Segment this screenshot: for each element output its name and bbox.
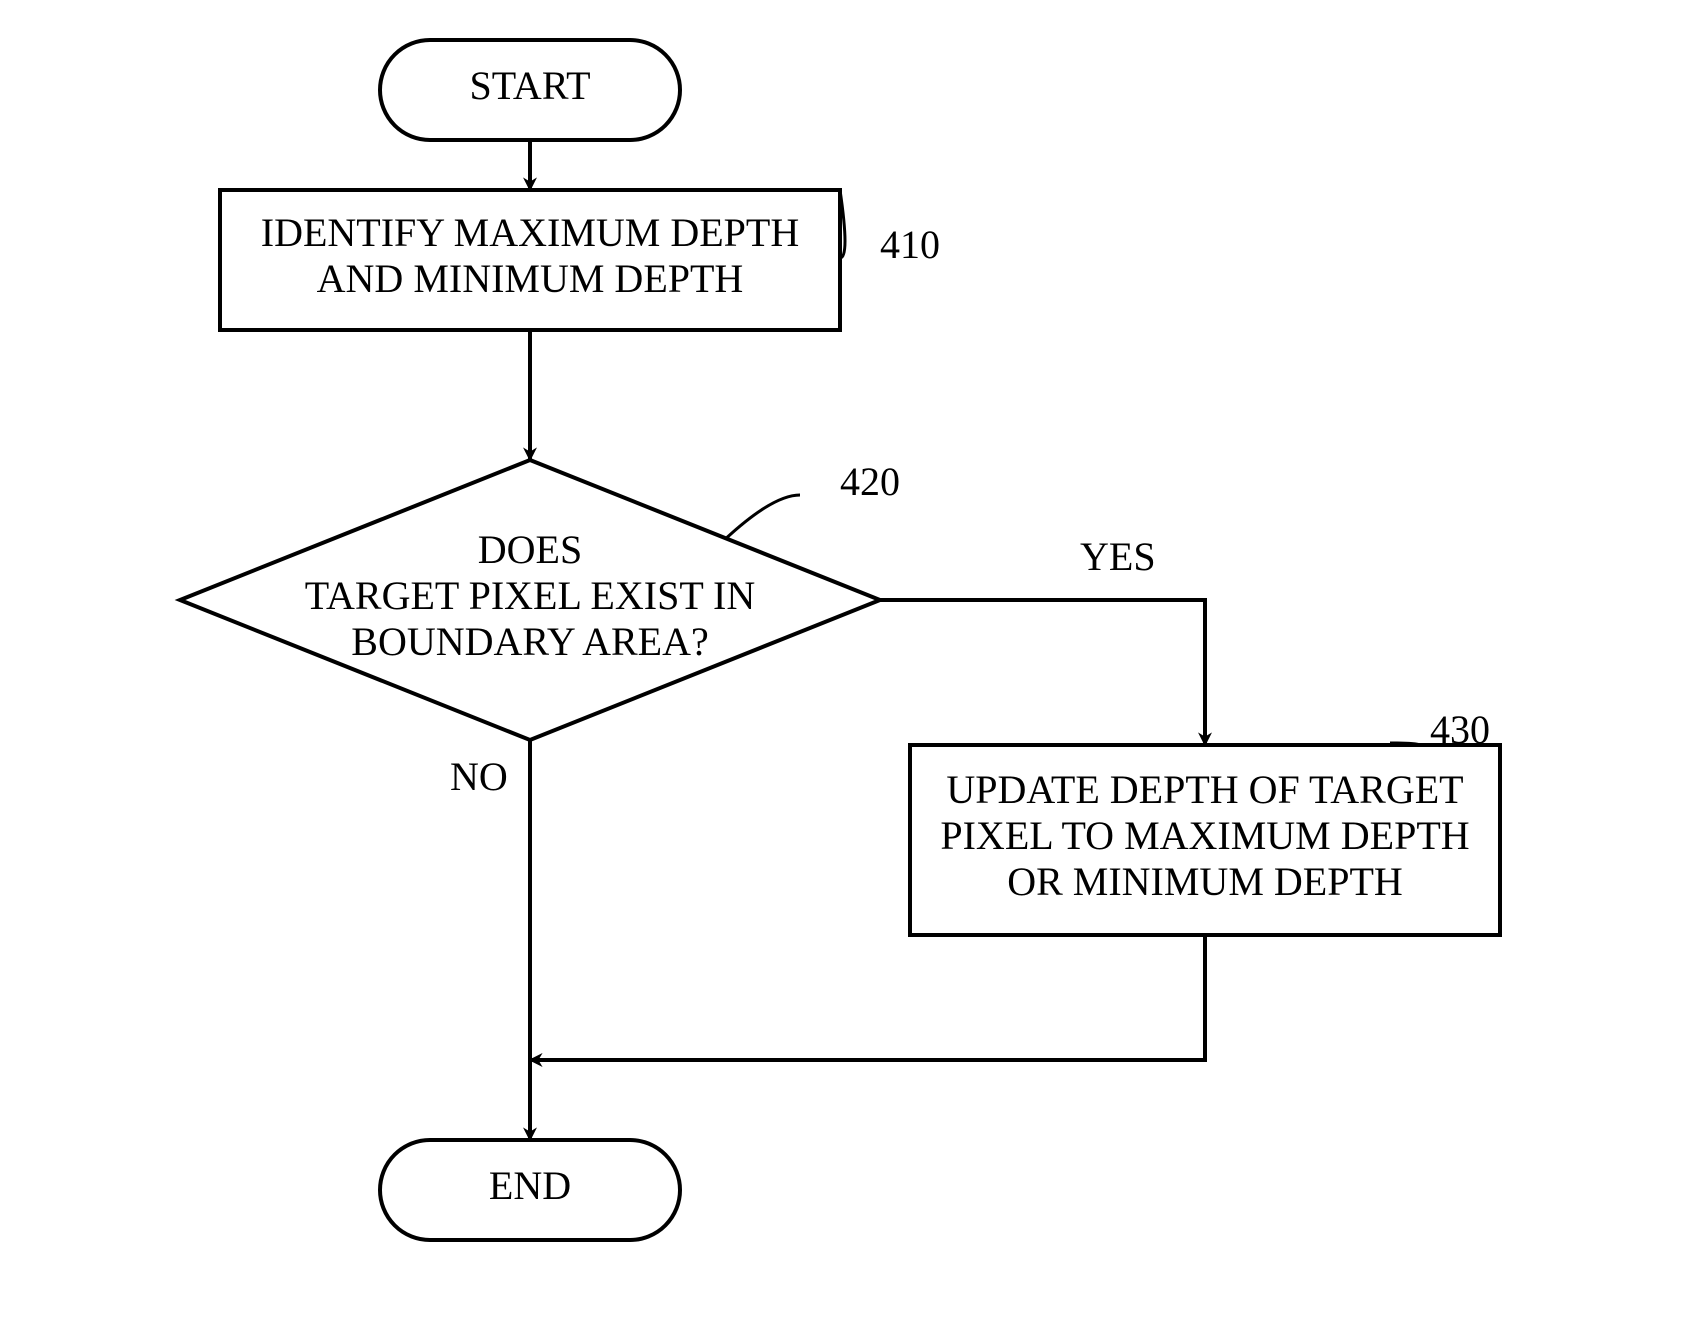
edge-label-decision-update: YES [1080, 534, 1156, 579]
node-ref-update: 430 [1430, 707, 1490, 752]
node-label-start-line0: START [469, 63, 590, 108]
edge-update-merge [530, 935, 1205, 1060]
node-label-identify-line0: IDENTIFY MAXIMUM DEPTH [261, 210, 800, 255]
node-label-end-line0: END [489, 1163, 571, 1208]
node-label-decision-line2: BOUNDARY AREA? [351, 619, 708, 664]
node-label-decision-line0: DOES [478, 527, 582, 572]
flowchart-canvas: NO YES START IDENTIFY MAXIMUM DEPTHAND MINI… [0, 0, 1707, 1318]
node-label-update-line2: OR MINIMUM DEPTH [1007, 859, 1403, 904]
node-label-decision-line1: TARGET PIXEL EXIST IN [305, 573, 755, 618]
edge-decision-update [880, 600, 1205, 745]
node-ref-decision: 420 [840, 459, 900, 504]
node-start: START [380, 40, 680, 140]
node-label-update-line0: UPDATE DEPTH OF TARGET [946, 767, 1463, 812]
node-end: END [380, 1140, 680, 1240]
edge-label-decision-end: NO [450, 754, 508, 799]
node-label-update-line1: PIXEL TO MAXIMUM DEPTH [940, 813, 1469, 858]
node-decision: DOESTARGET PIXEL EXIST INBOUNDARY AREA? 4… [180, 459, 900, 740]
node-ref-identify: 410 [880, 222, 940, 267]
node-label-identify-line1: AND MINIMUM DEPTH [317, 256, 744, 301]
node-identify: IDENTIFY MAXIMUM DEPTHAND MINIMUM DEPTH 4… [220, 190, 940, 330]
